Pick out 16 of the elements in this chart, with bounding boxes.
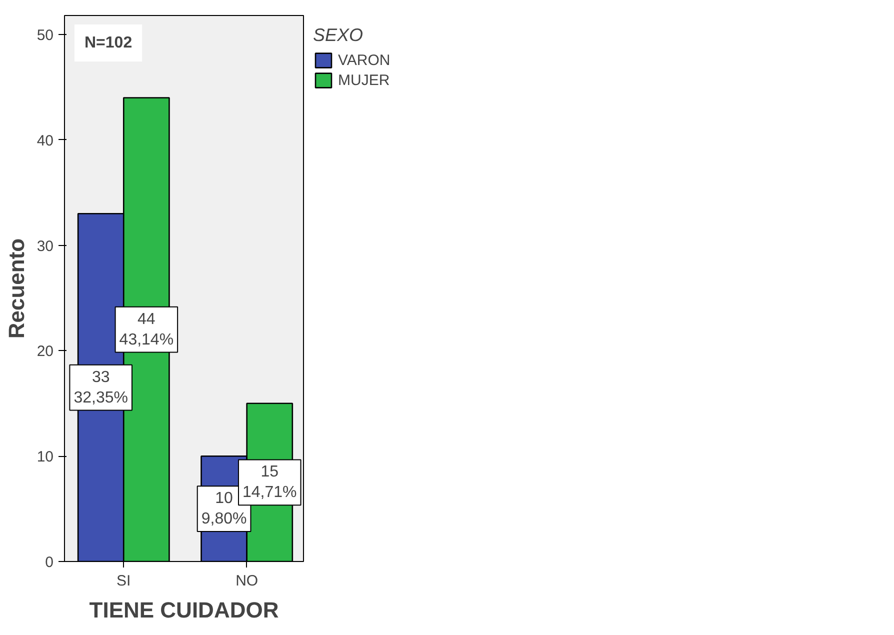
legend-title: SEXO <box>313 25 364 46</box>
y-tick-label: 30 <box>36 238 54 255</box>
y-tick-label: 50 <box>36 26 54 44</box>
y-axis-title: Recuento <box>4 238 29 339</box>
x-tick-label: NO <box>236 572 258 590</box>
x-tick-label: SI <box>116 572 131 590</box>
legend-label: MUJER <box>338 72 390 88</box>
annotation: N=102 <box>84 34 132 52</box>
x-axis-title: TIENE CUIDADOR <box>89 598 279 622</box>
legend-label: VARON <box>338 52 390 68</box>
y-tick-label: 20 <box>36 343 54 360</box>
data-label: 33 32,35% <box>74 368 128 406</box>
data-label: 44 43,14% <box>119 310 174 348</box>
y-tick-label: 0 <box>45 554 54 571</box>
y-tick-label: 40 <box>36 132 54 150</box>
y-tick-label: 10 <box>36 448 54 466</box>
